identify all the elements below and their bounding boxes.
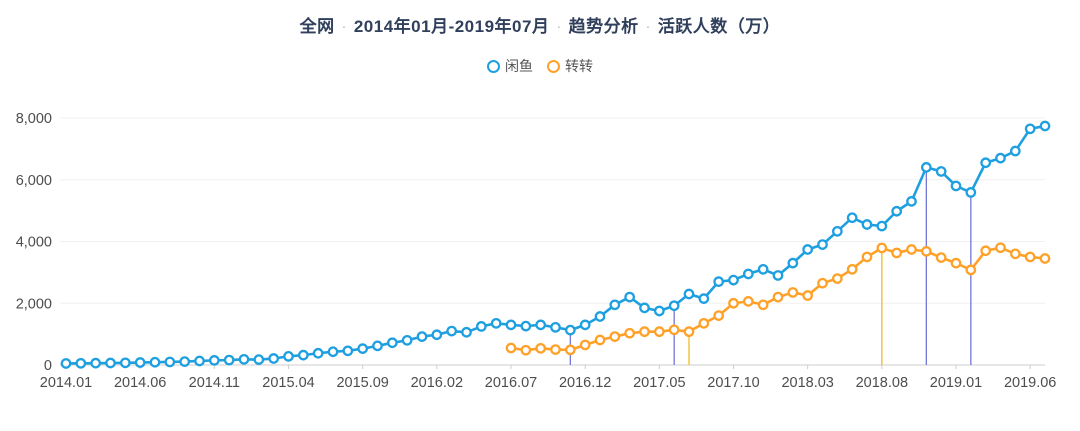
title-separator: · [556, 18, 562, 34]
y-gridlines [60, 117, 1045, 366]
legend: 闲鱼 转转 [0, 56, 1080, 76]
xianyu-circle-icon [487, 59, 500, 73]
legend-item-zhuanzhuan[interactable]: 转转 [547, 56, 593, 76]
legend-label-xianyu: 闲鱼 [505, 58, 533, 74]
svg-text:2015.09: 2015.09 [336, 375, 388, 391]
legend-item-xianyu[interactable]: 闲鱼 [487, 56, 533, 76]
svg-text:2016.07: 2016.07 [485, 375, 537, 391]
svg-text:0: 0 [44, 358, 52, 374]
svg-text:2016.02: 2016.02 [411, 375, 463, 391]
svg-text:2,000: 2,000 [16, 296, 52, 312]
svg-text:2014.01: 2014.01 [40, 375, 92, 391]
series-markers-xianyu [60, 120, 1051, 369]
title-separator: · [341, 18, 347, 34]
x-axis-ticks [65, 365, 1031, 369]
title-metric: 活跃人数（万） [657, 17, 781, 36]
svg-text:2018.08: 2018.08 [856, 375, 908, 391]
y-axis-labels: 0 2,000 4,000 6,000 8,000 [16, 111, 52, 374]
svg-text:2017.05: 2017.05 [633, 375, 685, 391]
svg-text:2019.01: 2019.01 [930, 375, 982, 391]
svg-text:2019.06: 2019.06 [1004, 375, 1056, 391]
svg-text:8,000: 8,000 [16, 111, 52, 127]
svg-text:2017.10: 2017.10 [707, 375, 759, 391]
svg-text:2014.11: 2014.11 [189, 375, 240, 391]
series-markers-zhuanzhuan [505, 242, 1051, 356]
legend-label-zhuanzhuan: 转转 [565, 58, 593, 74]
annotation-lines [569, 167, 972, 365]
zhuanzhuan-circle-icon [547, 59, 560, 73]
svg-text:2016.12: 2016.12 [559, 375, 611, 391]
x-axis-labels: 2014.01 2014.06 2014.11 2015.04 2015.09 2016.… [40, 375, 1057, 391]
title-analysis-type: 趋势分析 [568, 17, 639, 36]
svg-text:2018.03: 2018.03 [781, 375, 833, 391]
title-scope: 全网 [299, 17, 335, 36]
svg-text:2015.04: 2015.04 [262, 375, 314, 391]
title-separator: · [645, 18, 651, 34]
svg-text:2014.06: 2014.06 [114, 375, 166, 391]
chart-title: 全网 · 2014年01月-2019年07月 · 趋势分析 · 活跃人数（万） [0, 12, 1080, 37]
svg-text:6,000: 6,000 [16, 173, 52, 189]
title-date-range: 2014年01月-2019年07月 [353, 17, 550, 36]
svg-text:4,000: 4,000 [16, 235, 52, 251]
